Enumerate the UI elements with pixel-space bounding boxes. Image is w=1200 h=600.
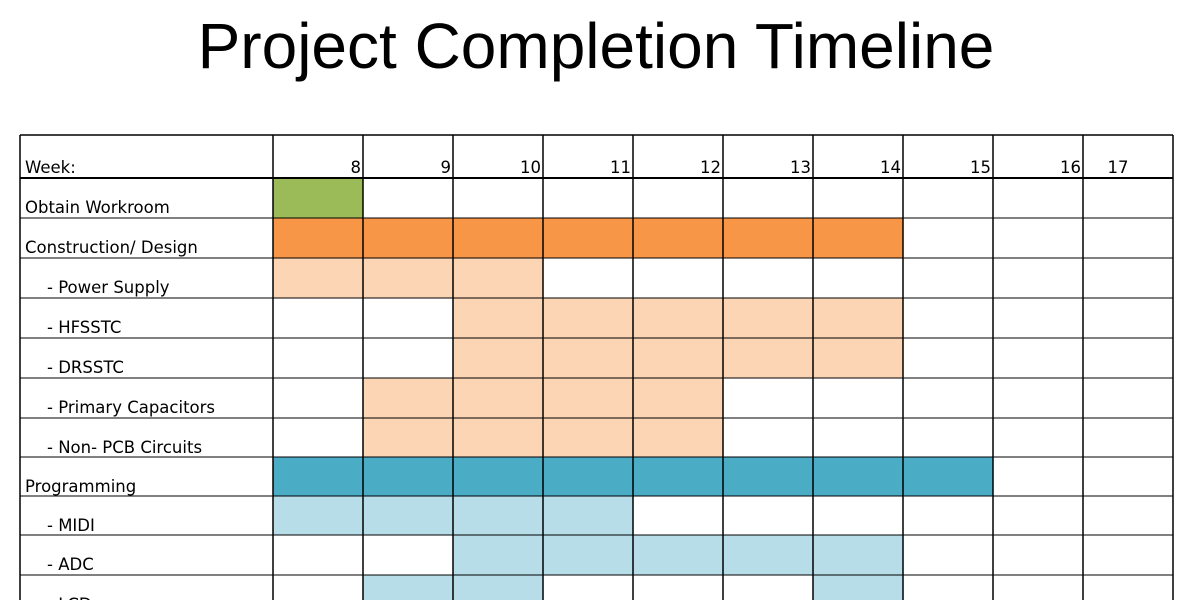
task-bar-cell (273, 496, 363, 535)
week-label: 15 (970, 158, 991, 177)
week-label: 10 (520, 158, 541, 177)
task-bar-cell (723, 298, 813, 338)
task-bar-cell (453, 258, 543, 298)
task-bar-cell (363, 378, 453, 418)
task-bar-cell (363, 418, 453, 457)
task-label: - Power Supply (47, 278, 170, 297)
task-bar-cell (363, 575, 453, 600)
week-label: 13 (790, 158, 811, 177)
task-bar-cell (453, 418, 543, 457)
task-bar-cell (363, 496, 453, 535)
task-bar-cell (273, 258, 363, 298)
task-bar-cell (543, 457, 633, 496)
task-bar-cell (273, 178, 363, 218)
task-bar-cell (543, 298, 633, 338)
task-bar-cell (813, 298, 903, 338)
week-label: 17 (1108, 158, 1129, 177)
task-bar-cell (723, 218, 813, 258)
page-title: Project Completion Timeline (197, 10, 995, 82)
task-bar-cell (453, 338, 543, 378)
task-bar-cell (453, 218, 543, 258)
task-bar-cell (363, 258, 453, 298)
task-bar-cell (723, 535, 813, 575)
task-label: - Non- PCB Circuits (47, 438, 202, 457)
task-bar-cell (273, 457, 363, 496)
task-label: - DRSSTC (47, 358, 124, 377)
task-label: Obtain Workroom (25, 198, 170, 217)
task-bar-cell (813, 218, 903, 258)
task-bar-cell (813, 457, 903, 496)
task-bar-cell (543, 418, 633, 457)
task-label: - HFSSTC (47, 318, 121, 337)
task-bar-cell (633, 338, 723, 378)
gantt-grid (19, 134, 1174, 600)
task-bar-cell (453, 496, 543, 535)
task-bar-cell (363, 457, 453, 496)
task-bar-cell (543, 338, 633, 378)
week-label: 8 (351, 158, 362, 177)
task-bar-cell (453, 457, 543, 496)
week-header-label: Week: (25, 158, 76, 177)
task-bar-cell (633, 457, 723, 496)
task-bar-cell (633, 418, 723, 457)
task-label: - ADC (47, 555, 94, 574)
task-bar-cell (453, 535, 543, 575)
task-bar-cell (273, 218, 363, 258)
task-label: - MIDI (47, 516, 95, 535)
task-bar-cell (723, 457, 813, 496)
week-label: 12 (700, 158, 721, 177)
gantt-labels: Week: 8 9 10 11 12 13 14 15 16 17 Obtain Workroom Co… (25, 158, 1129, 600)
task-bar-cell (543, 378, 633, 418)
task-label: Construction/ Design (25, 238, 198, 257)
task-bar-cell (813, 575, 903, 600)
task-bar-cell (813, 535, 903, 575)
task-bar-cell (903, 457, 993, 496)
task-label: Programming (25, 477, 136, 496)
task-bar-cell (633, 535, 723, 575)
gantt-fills (273, 178, 993, 600)
task-bar-cell (633, 218, 723, 258)
task-label: - LCD (47, 595, 92, 600)
week-label: 11 (610, 158, 631, 177)
week-label: 9 (441, 158, 452, 177)
task-bar-cell (813, 338, 903, 378)
task-bar-cell (543, 535, 633, 575)
task-label: - Primary Capacitors (47, 398, 215, 417)
week-label: 16 (1060, 158, 1081, 177)
task-bar-cell (723, 338, 813, 378)
task-bar-cell (633, 298, 723, 338)
task-bar-cell (543, 218, 633, 258)
task-bar-cell (543, 496, 633, 535)
week-label: 14 (880, 158, 901, 177)
task-bar-cell (453, 298, 543, 338)
task-bar-cell (453, 575, 543, 600)
task-bar-cell (363, 218, 453, 258)
task-bar-cell (633, 378, 723, 418)
task-bar-cell (453, 378, 543, 418)
